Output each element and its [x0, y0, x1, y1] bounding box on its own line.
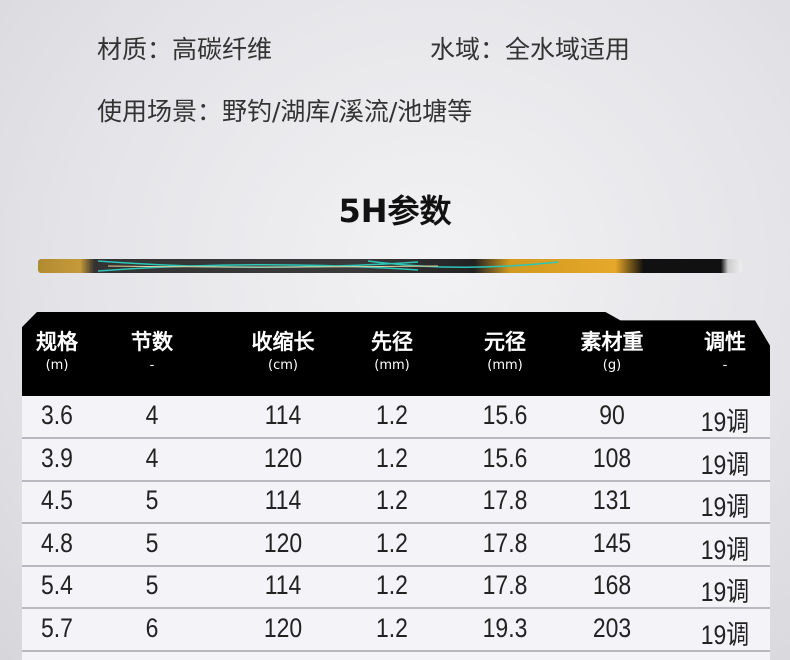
row-divider [22, 564, 770, 567]
table-cell: 15.6 [482, 442, 528, 473]
table-cell: 19调 [700, 407, 750, 437]
column-unit: - [722, 358, 728, 373]
table-cell: 3.9 [41, 442, 73, 473]
table-cell: 90 [599, 400, 625, 430]
column-unit: (mm) [487, 358, 523, 373]
table-cell: 4.8 [41, 527, 73, 558]
column-name: 节数 [131, 330, 173, 354]
table-cell: 114 [264, 570, 302, 600]
table-cell: 1.2 [376, 527, 408, 558]
table-cell: 19调 [700, 619, 750, 650]
table-cell: 19调 [700, 577, 750, 607]
table-cell: 15.6 [482, 400, 528, 430]
row-divider [22, 522, 770, 524]
table-cell: 4.5 [41, 485, 73, 515]
table-row: 3.9 4 120 1.2 15.6 108 19调 [22, 439, 770, 482]
table-cell: 19调 [700, 492, 750, 522]
column-name: 元径 [484, 330, 526, 354]
table-cell: 5.4 [41, 570, 73, 600]
table-cell: 1.2 [376, 612, 408, 643]
column-name: 先径 [371, 330, 413, 354]
column-unit: (mm) [374, 358, 410, 373]
table-cell: 4 [145, 442, 159, 473]
column-unit: (cm) [268, 358, 298, 373]
column-unit: (m) [45, 358, 69, 373]
row-divider [22, 649, 770, 652]
table-row: 5.7 6 120 1.2 19.3 203 19调 [22, 609, 770, 652]
table-cell: 17.8 [482, 485, 528, 515]
table-row: 4.8 5 120 1.2 17.8 145 19调 [22, 524, 770, 567]
table-cell: 1.2 [376, 442, 408, 473]
column-name: 规格 [36, 330, 78, 354]
table-cell: 203 [592, 612, 632, 643]
column-name: 调性 [704, 330, 746, 354]
table-cell: 5 [145, 485, 159, 515]
table-cell: 114 [264, 400, 302, 430]
column-unit: (g) [602, 358, 622, 373]
table-cell: 4 [145, 400, 159, 430]
row-divider [22, 437, 770, 439]
column-name: 素材重 [580, 330, 644, 354]
table-cell: 131 [592, 485, 632, 515]
table-cell: 120 [263, 612, 303, 643]
table-cell: 6 [145, 612, 159, 643]
table-cell: 120 [263, 527, 303, 558]
row-divider [22, 607, 770, 609]
table-cell: 17.8 [482, 570, 528, 600]
table-cell: 168 [592, 570, 632, 600]
table-cell: 19.3 [482, 612, 528, 643]
table-cell: 120 [263, 442, 303, 473]
table-cell: 1.2 [376, 570, 408, 600]
table-cell: 108 [592, 442, 632, 473]
table-cell: 17.8 [482, 527, 528, 558]
table-cell: 5 [145, 527, 159, 558]
table-row: 4.5 5 114 1.2 17.8 131 19调 [22, 481, 770, 524]
table-row: 3.6 4 114 1.2 15.6 90 19调 [22, 396, 770, 439]
water-label: 水域：全水域适用 [430, 35, 631, 64]
section-title: 5H参数 [338, 192, 452, 230]
table-cell: 114 [264, 485, 302, 515]
row-divider [22, 479, 770, 482]
table-cell: 5 [145, 570, 159, 600]
table-cell: 19调 [700, 534, 750, 565]
fishing-rod-image [38, 259, 742, 273]
table-cell: 1.2 [376, 400, 408, 430]
column-unit: - [149, 358, 155, 373]
table-cell: 1.2 [376, 485, 408, 515]
table-header [22, 312, 770, 396]
column-name: 收缩长 [251, 330, 315, 354]
spec-table: 3.6 4 114 1.2 15.6 90 19调 3.9 4 120 1.2 15.6 108 19调 4… [22, 396, 770, 660]
table-cell: 5.7 [41, 612, 73, 643]
table-cell: 3.6 [41, 400, 73, 430]
table-cell: 19调 [700, 449, 750, 480]
table-row: 5.4 5 114 1.2 17.8 168 19调 [22, 566, 770, 609]
scene-label: 使用场景：野钓/湖库/溪流/池塘等 [97, 97, 473, 126]
material-label: 材质：高碳纤维 [97, 35, 273, 64]
table-cell: 145 [592, 527, 632, 558]
